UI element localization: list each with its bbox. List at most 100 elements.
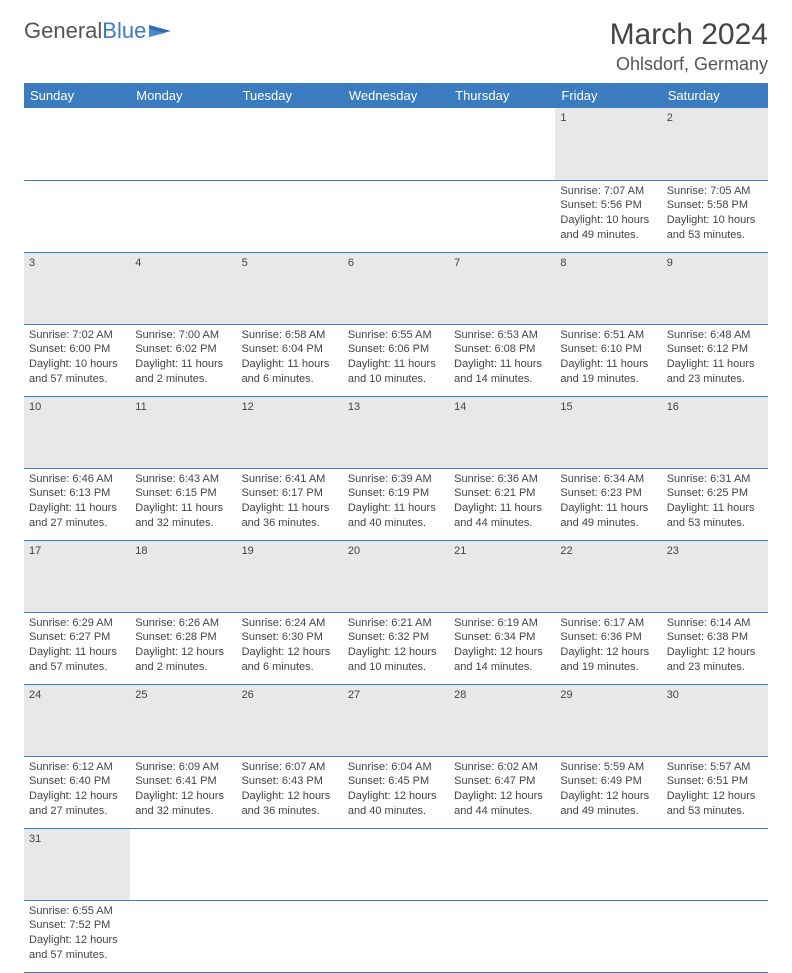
day-cell: Sunrise: 6:58 AMSunset: 6:04 PMDaylight:… bbox=[237, 324, 343, 396]
day-cell: Sunrise: 5:57 AMSunset: 6:51 PMDaylight:… bbox=[662, 756, 768, 828]
day-cell: Sunrise: 6:24 AMSunset: 6:30 PMDaylight:… bbox=[237, 612, 343, 684]
sunset-text: Sunset: 6:00 PM bbox=[29, 342, 125, 357]
day-cell: Sunrise: 6:43 AMSunset: 6:15 PMDaylight:… bbox=[130, 468, 236, 540]
sunset-text: Sunset: 6:12 PM bbox=[667, 342, 763, 357]
day-cell: Sunrise: 6:09 AMSunset: 6:41 PMDaylight:… bbox=[130, 756, 236, 828]
day-cell: Sunrise: 7:07 AMSunset: 5:56 PMDaylight:… bbox=[555, 180, 661, 252]
day-number-cell: 23 bbox=[662, 540, 768, 612]
calendar-body: 12Sunrise: 7:07 AMSunset: 5:56 PMDayligh… bbox=[24, 108, 768, 972]
sunrise-text: Sunrise: 5:59 AM bbox=[560, 760, 656, 775]
month-title: March 2024 bbox=[610, 18, 768, 52]
logo-text-1: General bbox=[24, 18, 102, 44]
sunrise-text: Sunrise: 6:12 AM bbox=[29, 760, 125, 775]
daylight2-text: and 32 minutes. bbox=[135, 804, 231, 819]
sunrise-text: Sunrise: 6:26 AM bbox=[135, 616, 231, 631]
day-number-cell bbox=[343, 828, 449, 900]
sunrise-text: Sunrise: 7:02 AM bbox=[29, 328, 125, 343]
daylight2-text: and 2 minutes. bbox=[135, 660, 231, 675]
day-number-cell: 16 bbox=[662, 396, 768, 468]
day-cell bbox=[24, 180, 130, 252]
sunset-text: Sunset: 6:25 PM bbox=[667, 486, 763, 501]
day-cell: Sunrise: 6:12 AMSunset: 6:40 PMDaylight:… bbox=[24, 756, 130, 828]
sunset-text: Sunset: 6:17 PM bbox=[242, 486, 338, 501]
daylight2-text: and 53 minutes. bbox=[667, 228, 763, 243]
day-number-cell: 1 bbox=[555, 108, 661, 180]
sunset-text: Sunset: 5:56 PM bbox=[560, 198, 656, 213]
day-cell: Sunrise: 6:07 AMSunset: 6:43 PMDaylight:… bbox=[237, 756, 343, 828]
sunrise-text: Sunrise: 6:31 AM bbox=[667, 472, 763, 487]
day-cell: Sunrise: 6:55 AMSunset: 7:52 PMDaylight:… bbox=[24, 900, 130, 972]
daynum-row: 10111213141516 bbox=[24, 396, 768, 468]
day-number-cell: 14 bbox=[449, 396, 555, 468]
day-number-cell bbox=[237, 828, 343, 900]
day-content-row: Sunrise: 7:07 AMSunset: 5:56 PMDaylight:… bbox=[24, 180, 768, 252]
sunset-text: Sunset: 6:49 PM bbox=[560, 774, 656, 789]
day-number-cell: 12 bbox=[237, 396, 343, 468]
daynum-row: 3456789 bbox=[24, 252, 768, 324]
day-cell: Sunrise: 6:04 AMSunset: 6:45 PMDaylight:… bbox=[343, 756, 449, 828]
daylight2-text: and 23 minutes. bbox=[667, 660, 763, 675]
day-number-cell: 4 bbox=[130, 252, 236, 324]
daylight2-text: and 14 minutes. bbox=[454, 372, 550, 387]
day-cell: Sunrise: 7:00 AMSunset: 6:02 PMDaylight:… bbox=[130, 324, 236, 396]
sunrise-text: Sunrise: 6:41 AM bbox=[242, 472, 338, 487]
daylight2-text: and 10 minutes. bbox=[348, 372, 444, 387]
sunset-text: Sunset: 7:52 PM bbox=[29, 918, 125, 933]
day-number-cell: 10 bbox=[24, 396, 130, 468]
day-cell: Sunrise: 6:17 AMSunset: 6:36 PMDaylight:… bbox=[555, 612, 661, 684]
day-content-row: Sunrise: 6:55 AMSunset: 7:52 PMDaylight:… bbox=[24, 900, 768, 972]
daylight2-text: and 19 minutes. bbox=[560, 660, 656, 675]
daylight1-text: Daylight: 11 hours bbox=[135, 501, 231, 516]
header: GeneralBlue March 2024 Ohlsdorf, Germany bbox=[24, 18, 768, 75]
day-number-cell: 28 bbox=[449, 684, 555, 756]
day-cell: Sunrise: 6:41 AMSunset: 6:17 PMDaylight:… bbox=[237, 468, 343, 540]
day-number-cell: 7 bbox=[449, 252, 555, 324]
sunset-text: Sunset: 6:08 PM bbox=[454, 342, 550, 357]
day-number-cell: 21 bbox=[449, 540, 555, 612]
day-cell: Sunrise: 6:46 AMSunset: 6:13 PMDaylight:… bbox=[24, 468, 130, 540]
sunrise-text: Sunrise: 6:55 AM bbox=[348, 328, 444, 343]
daylight2-text: and 36 minutes. bbox=[242, 516, 338, 531]
daylight2-text: and 6 minutes. bbox=[242, 660, 338, 675]
sunset-text: Sunset: 6:21 PM bbox=[454, 486, 550, 501]
daylight1-text: Daylight: 11 hours bbox=[242, 501, 338, 516]
day-number-cell: 19 bbox=[237, 540, 343, 612]
day-cell: Sunrise: 6:34 AMSunset: 6:23 PMDaylight:… bbox=[555, 468, 661, 540]
day-number-cell: 9 bbox=[662, 252, 768, 324]
day-cell: Sunrise: 6:02 AMSunset: 6:47 PMDaylight:… bbox=[449, 756, 555, 828]
sunset-text: Sunset: 6:19 PM bbox=[348, 486, 444, 501]
daylight1-text: Daylight: 12 hours bbox=[667, 789, 763, 804]
sunset-text: Sunset: 6:28 PM bbox=[135, 630, 231, 645]
daylight2-text: and 57 minutes. bbox=[29, 660, 125, 675]
day-number-cell bbox=[237, 108, 343, 180]
day-number-cell bbox=[130, 108, 236, 180]
daylight1-text: Daylight: 12 hours bbox=[454, 789, 550, 804]
daylight2-text: and 49 minutes. bbox=[560, 516, 656, 531]
calendar-table: SundayMondayTuesdayWednesdayThursdayFrid… bbox=[24, 83, 768, 973]
daylight2-text: and 27 minutes. bbox=[29, 516, 125, 531]
day-content-row: Sunrise: 6:12 AMSunset: 6:40 PMDaylight:… bbox=[24, 756, 768, 828]
sunrise-text: Sunrise: 6:04 AM bbox=[348, 760, 444, 775]
day-number-cell: 17 bbox=[24, 540, 130, 612]
day-number-cell: 24 bbox=[24, 684, 130, 756]
day-number-cell: 5 bbox=[237, 252, 343, 324]
sunset-text: Sunset: 6:51 PM bbox=[667, 774, 763, 789]
day-cell: Sunrise: 5:59 AMSunset: 6:49 PMDaylight:… bbox=[555, 756, 661, 828]
day-cell: Sunrise: 6:55 AMSunset: 6:06 PMDaylight:… bbox=[343, 324, 449, 396]
sunrise-text: Sunrise: 6:48 AM bbox=[667, 328, 763, 343]
sunrise-text: Sunrise: 6:43 AM bbox=[135, 472, 231, 487]
sunset-text: Sunset: 6:06 PM bbox=[348, 342, 444, 357]
daylight1-text: Daylight: 10 hours bbox=[560, 213, 656, 228]
day-content-row: Sunrise: 6:46 AMSunset: 6:13 PMDaylight:… bbox=[24, 468, 768, 540]
sunrise-text: Sunrise: 6:17 AM bbox=[560, 616, 656, 631]
day-number-cell: 13 bbox=[343, 396, 449, 468]
day-cell: Sunrise: 6:14 AMSunset: 6:38 PMDaylight:… bbox=[662, 612, 768, 684]
day-number-cell: 11 bbox=[130, 396, 236, 468]
daynum-row: 12 bbox=[24, 108, 768, 180]
daylight1-text: Daylight: 11 hours bbox=[135, 357, 231, 372]
sunrise-text: Sunrise: 6:51 AM bbox=[560, 328, 656, 343]
day-cell bbox=[343, 900, 449, 972]
daylight2-text: and 14 minutes. bbox=[454, 660, 550, 675]
daylight1-text: Daylight: 12 hours bbox=[560, 789, 656, 804]
daynum-row: 31 bbox=[24, 828, 768, 900]
